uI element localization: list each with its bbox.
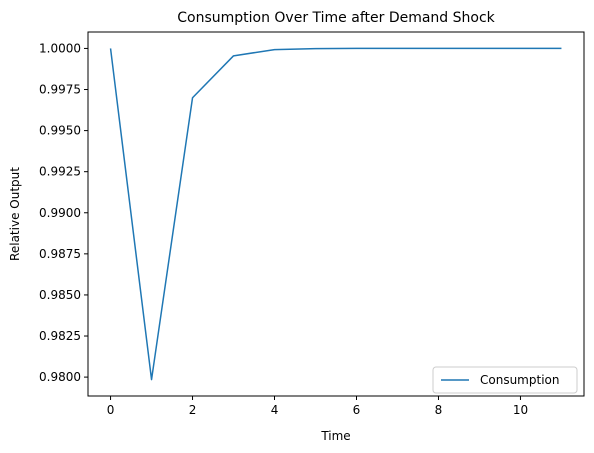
legend-label: Consumption <box>480 373 559 387</box>
x-tick-label: 10 <box>513 403 528 417</box>
legend: Consumption <box>432 366 578 394</box>
axes-frame <box>87 31 585 397</box>
x-tick-label: 0 <box>107 403 115 417</box>
y-tick-label: 0.9875 <box>39 247 81 261</box>
x-axis-ticks: 0 2 4 6 8 10 <box>107 396 528 417</box>
y-tick-label: 0.9925 <box>39 165 81 179</box>
y-axis-label: Relative Output <box>8 167 22 261</box>
y-tick-label: 0.9825 <box>39 329 81 343</box>
y-tick-label: 0.9950 <box>39 124 81 138</box>
x-tick-label: 8 <box>435 403 443 417</box>
y-axis-ticks: 0.9800 0.9825 0.9850 0.9875 0.9900 0.9925 0.99… <box>39 41 88 384</box>
plot-area <box>109 47 562 381</box>
chart-title: Consumption Over Time after Demand Shock <box>177 10 495 26</box>
y-tick-label: 0.9900 <box>39 206 81 220</box>
x-tick-label: 6 <box>353 403 361 417</box>
y-tick-label: 1.0000 <box>39 41 81 55</box>
series-line-consumption <box>109 47 562 381</box>
y-tick-label: 0.9975 <box>39 83 81 97</box>
legend-box <box>432 366 578 394</box>
x-tick-label: 4 <box>271 403 279 417</box>
x-axis-label: Time <box>320 429 350 443</box>
y-tick-label: 0.9800 <box>39 370 81 384</box>
y-tick-label: 0.9850 <box>39 288 81 302</box>
x-tick-label: 2 <box>189 403 197 417</box>
